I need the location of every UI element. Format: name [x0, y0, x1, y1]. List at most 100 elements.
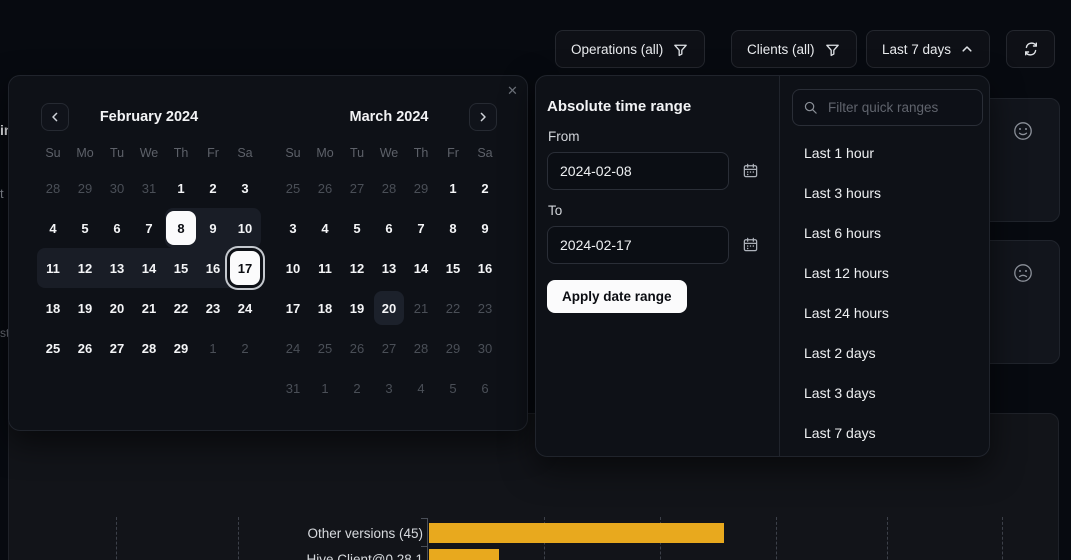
- calendar-day[interactable]: 24: [229, 288, 261, 328]
- calendar-day[interactable]: 29: [437, 328, 469, 368]
- quick-range-item[interactable]: Last 3 hours: [804, 185, 882, 201]
- quick-range-item[interactable]: Last 2 days: [804, 345, 876, 361]
- calendar-day[interactable]: 21: [405, 288, 437, 328]
- calendar-day[interactable]: 3: [373, 368, 405, 408]
- calendar-day[interactable]: 13: [101, 248, 133, 288]
- quick-range-item[interactable]: Last 7 days: [804, 425, 876, 441]
- calendar-day[interactable]: 25: [309, 328, 341, 368]
- calendar-day[interactable]: 23: [469, 288, 501, 328]
- calendar-day[interactable]: 30: [469, 328, 501, 368]
- calendar-day[interactable]: 28: [133, 328, 165, 368]
- calendar-day[interactable]: 14: [405, 248, 437, 288]
- calendar-day[interactable]: 6: [373, 208, 405, 248]
- calendar-day[interactable]: 21: [133, 288, 165, 328]
- calendar-day[interactable]: 22: [165, 288, 197, 328]
- calendar-day[interactable]: 27: [101, 328, 133, 368]
- calendar-day[interactable]: 30: [101, 168, 133, 208]
- calendar-day[interactable]: 27: [373, 328, 405, 368]
- calendar-day[interactable]: 14: [133, 248, 165, 288]
- calendar-icon[interactable]: [742, 162, 759, 179]
- calendar-day[interactable]: 18: [37, 288, 69, 328]
- calendar-day[interactable]: 24: [277, 328, 309, 368]
- close-icon[interactable]: ✕: [507, 83, 518, 98]
- calendar-day[interactable]: 1: [165, 168, 197, 208]
- calendar-day[interactable]: 28: [405, 328, 437, 368]
- previous-month-button[interactable]: [41, 103, 69, 131]
- calendar-day[interactable]: 15: [165, 248, 197, 288]
- calendar-day[interactable]: 2: [229, 328, 261, 368]
- calendar-day[interactable]: 29: [405, 168, 437, 208]
- quick-range-item[interactable]: Last 24 hours: [804, 305, 889, 321]
- calendar-day[interactable]: 8: [165, 208, 197, 248]
- calendar-day[interactable]: 28: [373, 168, 405, 208]
- quick-range-item[interactable]: Last 3 days: [804, 385, 876, 401]
- calendar-day[interactable]: 2: [469, 168, 501, 208]
- from-date-input[interactable]: [547, 152, 729, 190]
- calendar-day[interactable]: 5: [437, 368, 469, 408]
- calendar-day[interactable]: 19: [69, 288, 101, 328]
- calendar-day[interactable]: 26: [341, 328, 373, 368]
- calendar-day[interactable]: 10: [229, 208, 261, 248]
- refresh-button[interactable]: [1006, 30, 1055, 68]
- quick-ranges-search[interactable]: [792, 89, 983, 126]
- next-month-button[interactable]: [469, 103, 497, 131]
- calendar-day[interactable]: 26: [309, 168, 341, 208]
- calendar-day[interactable]: 2: [197, 168, 229, 208]
- calendar-day[interactable]: 11: [309, 248, 341, 288]
- quick-range-item[interactable]: Last 12 hours: [804, 265, 889, 281]
- calendar-day[interactable]: 3: [277, 208, 309, 248]
- calendar-day[interactable]: 9: [469, 208, 501, 248]
- calendar-day[interactable]: 27: [341, 168, 373, 208]
- time-range-button[interactable]: Last 7 days: [866, 30, 991, 68]
- calendar-day[interactable]: 31: [133, 168, 165, 208]
- calendar-day[interactable]: 29: [165, 328, 197, 368]
- calendar-day[interactable]: 20: [101, 288, 133, 328]
- operations-filter-button[interactable]: Operations (all): [555, 30, 706, 68]
- apply-date-range-button[interactable]: Apply date range: [547, 280, 687, 313]
- calendar-day[interactable]: 1: [309, 368, 341, 408]
- calendar-day[interactable]: 7: [405, 208, 437, 248]
- calendar-day[interactable]: 5: [69, 208, 101, 248]
- calendar-day[interactable]: 12: [341, 248, 373, 288]
- calendar-day[interactable]: 9: [197, 208, 229, 248]
- calendar-day[interactable]: 1: [437, 168, 469, 208]
- calendar-day[interactable]: 17: [229, 248, 261, 288]
- calendar-day[interactable]: 8: [437, 208, 469, 248]
- calendar-day[interactable]: 26: [69, 328, 101, 368]
- calendar-day[interactable]: 4: [37, 208, 69, 248]
- calendar-day[interactable]: 20: [373, 288, 405, 328]
- calendar-day[interactable]: 11: [37, 248, 69, 288]
- calendar-day[interactable]: 6: [469, 368, 501, 408]
- to-date-input[interactable]: [547, 226, 729, 264]
- calendar-day[interactable]: 13: [373, 248, 405, 288]
- calendar-day[interactable]: 1: [197, 328, 229, 368]
- calendar-day[interactable]: 15: [437, 248, 469, 288]
- calendar-day[interactable]: 31: [277, 368, 309, 408]
- calendar-day[interactable]: 4: [405, 368, 437, 408]
- calendar-day[interactable]: 2: [341, 368, 373, 408]
- calendar-day[interactable]: 23: [197, 288, 229, 328]
- quick-ranges-filter-input[interactable]: [826, 99, 972, 116]
- calendar-day[interactable]: 25: [37, 328, 69, 368]
- calendar-day[interactable]: 4: [309, 208, 341, 248]
- calendar-day[interactable]: 10: [277, 248, 309, 288]
- calendar-icon[interactable]: [742, 236, 759, 253]
- calendar-day[interactable]: 29: [69, 168, 101, 208]
- calendar-day[interactable]: 7: [133, 208, 165, 248]
- calendar-day[interactable]: 16: [469, 248, 501, 288]
- weekday-header: Su Mo Tu We Th Fr Sa: [37, 146, 261, 162]
- calendar-day[interactable]: 5: [341, 208, 373, 248]
- calendar-day[interactable]: 25: [277, 168, 309, 208]
- calendar-day[interactable]: 28: [37, 168, 69, 208]
- calendar-day[interactable]: 18: [309, 288, 341, 328]
- calendar-day[interactable]: 17: [277, 288, 309, 328]
- clients-filter-button[interactable]: Clients (all): [731, 30, 857, 68]
- calendar-day[interactable]: 16: [197, 248, 229, 288]
- calendar-day[interactable]: 12: [69, 248, 101, 288]
- calendar-day[interactable]: 3: [229, 168, 261, 208]
- calendar-day[interactable]: 19: [341, 288, 373, 328]
- calendar-day[interactable]: 6: [101, 208, 133, 248]
- calendar-day[interactable]: 22: [437, 288, 469, 328]
- quick-range-item[interactable]: Last 1 hour: [804, 145, 875, 161]
- quick-range-item[interactable]: Last 6 hours: [804, 225, 882, 241]
